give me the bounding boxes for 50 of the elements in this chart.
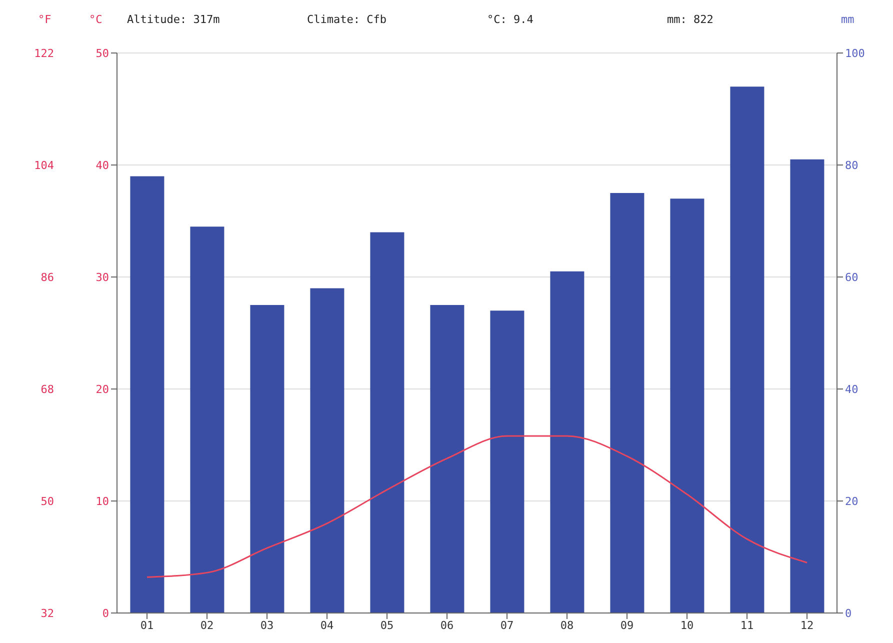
y2-tick-label: 40 xyxy=(845,382,858,396)
bar xyxy=(670,198,704,613)
bar xyxy=(310,288,344,613)
x-tick-label: 03 xyxy=(260,618,274,632)
text: mm: 822 xyxy=(667,13,714,26)
y-tick-label: 50 xyxy=(96,46,109,60)
y-tick-label: 10 xyxy=(96,494,109,508)
y3-tick-label: 50 xyxy=(40,494,54,508)
y3-tick-label: 86 xyxy=(40,270,54,284)
y2-tick-label: 60 xyxy=(845,270,858,284)
x-tick-label: 06 xyxy=(440,618,454,632)
y-tick-label: 0 xyxy=(102,606,109,620)
x-tick-label: 08 xyxy=(560,618,574,632)
y3-axis-title: °F xyxy=(38,13,52,26)
text: Climate: Cfb xyxy=(307,13,386,26)
bar xyxy=(790,159,824,613)
y2-axis-title: mm xyxy=(841,13,854,26)
text: Altitude: 317m xyxy=(127,13,220,26)
x-tick-label: 09 xyxy=(620,618,634,632)
y3-tick-label: 104 xyxy=(34,158,54,172)
bar xyxy=(730,86,764,613)
x-tick-label: 11 xyxy=(740,618,754,632)
y2-tick-label: 100 xyxy=(845,46,865,60)
bar xyxy=(190,226,224,613)
y-tick-label: 30 xyxy=(96,270,109,284)
x-tick-label: 02 xyxy=(200,618,214,632)
x-tick-label: 12 xyxy=(800,618,814,632)
bar xyxy=(130,176,164,613)
x-tick-label: 10 xyxy=(680,618,694,632)
bar xyxy=(370,232,404,613)
line-series xyxy=(146,435,808,578)
y3-tick-label: 32 xyxy=(40,606,54,620)
y-axis-title: °C xyxy=(89,13,102,26)
bar xyxy=(490,310,524,613)
y-tick-label: 20 xyxy=(96,382,109,396)
x-tick-label: 04 xyxy=(320,618,334,632)
y2-tick-label: 0 xyxy=(845,606,852,620)
y-tick-label: 40 xyxy=(96,158,109,172)
y3-tick-label: 68 xyxy=(40,382,54,396)
y2-tick-label: 80 xyxy=(845,158,858,172)
x-tick-label: 05 xyxy=(380,618,394,632)
bar xyxy=(250,305,284,613)
bar xyxy=(610,193,644,613)
bar xyxy=(430,305,464,613)
y2-tick-label: 20 xyxy=(845,494,858,508)
text: °C: 9.4 xyxy=(487,13,534,26)
x-tick-label: 07 xyxy=(500,618,514,632)
bar xyxy=(550,271,584,613)
x-tick-label: 01 xyxy=(140,618,154,632)
y3-tick-label: 122 xyxy=(34,46,54,60)
